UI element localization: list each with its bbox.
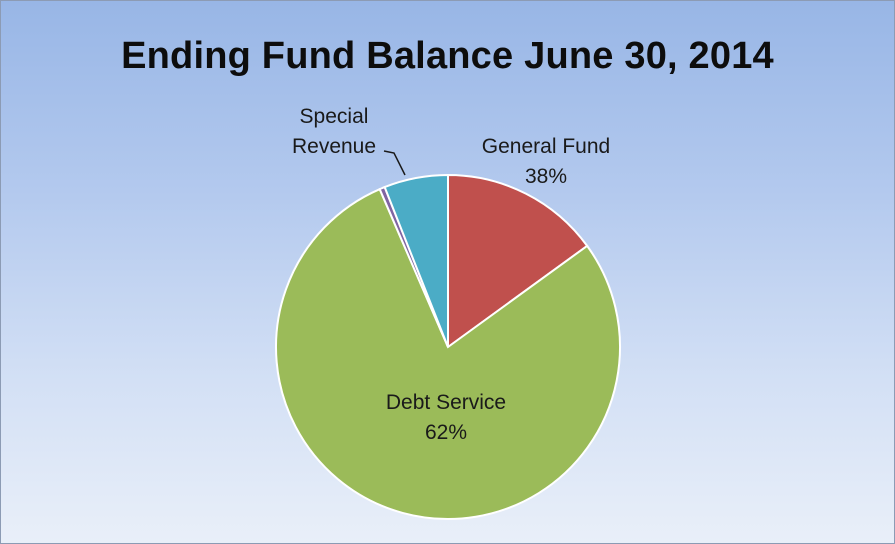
slice-label-debt-service: Debt Service 62% xyxy=(386,391,506,444)
slice-label-special-revenue: Special Revenue xyxy=(292,105,376,158)
pie-slice-general-fund xyxy=(447,173,589,349)
slice-label-general-fund: General Fund 38% xyxy=(482,135,610,188)
pie-slice-special-revenue xyxy=(383,173,449,348)
pie-slice-debt-service xyxy=(275,187,622,520)
chart-title: Ending Fund Balance June 30, 2014 xyxy=(121,35,774,77)
leader-line xyxy=(383,150,406,176)
